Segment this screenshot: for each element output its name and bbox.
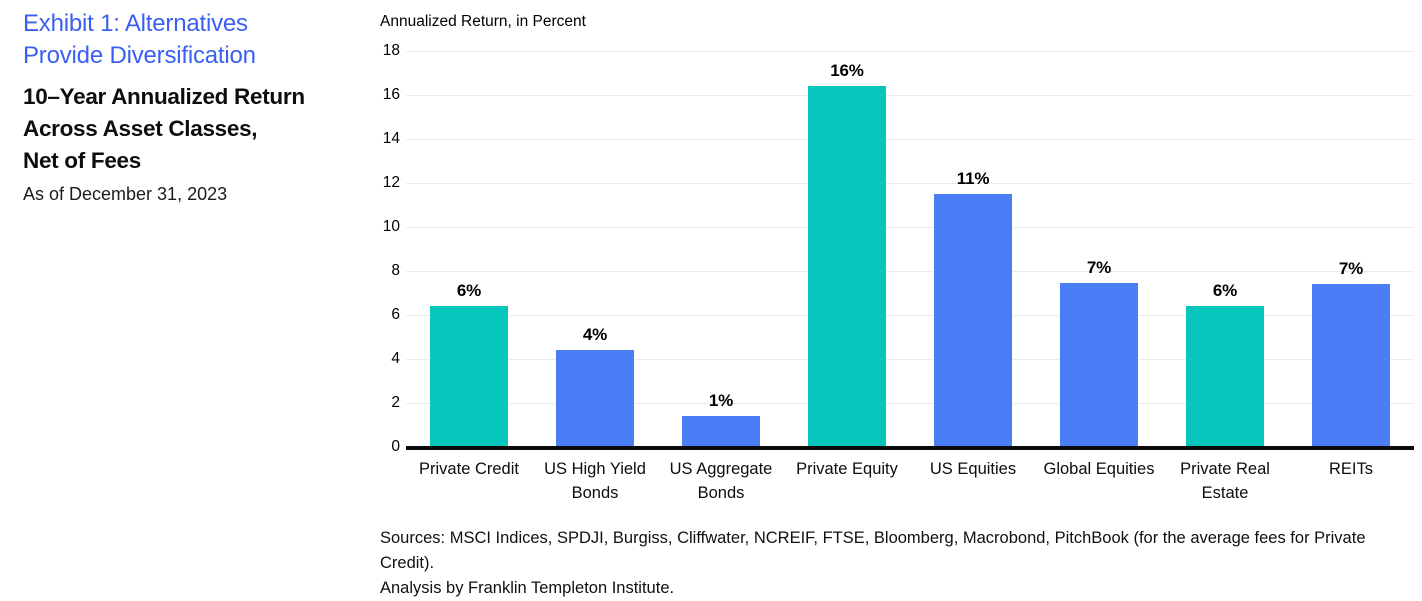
bar-slot-us-aggregate-bonds: 1%: [658, 51, 784, 447]
bar-value-label-private-credit: 6%: [456, 281, 482, 301]
plot-area: 6% 4% 1% 16% 11% 7% 6% 7%: [406, 51, 1414, 450]
exhibit-header: Exhibit 1: Alternatives Provide Diversif…: [23, 8, 353, 207]
gridline-12: [406, 183, 1414, 184]
x-axis-label-reits: REITs: [1328, 460, 1373, 478]
y-axis-title: Annualized Return, in Percent: [380, 13, 586, 30]
bar-slot-private-real-estate: 6%: [1162, 51, 1288, 447]
bar-us-equities: 11%: [934, 169, 1012, 447]
bar-us-high-yield-bonds: 4%: [556, 325, 634, 447]
bar-private-credit: 6%: [430, 281, 508, 447]
bars-container: 6% 4% 1% 16% 11% 7% 6% 7%: [406, 51, 1414, 447]
bar-slot-us-equities: 11%: [910, 51, 1036, 447]
bar-global-equities: 7%: [1060, 258, 1138, 447]
exhibit-title-line-1: Exhibit 1: Alternatives: [23, 10, 248, 37]
bar-slot-us-high-yield-bonds: 4%: [532, 51, 658, 447]
subtitle-line-2: Across Asset Classes,: [23, 116, 258, 141]
y-tick-label-2: 2: [391, 394, 400, 411]
y-tick-label-12: 12: [382, 174, 400, 191]
y-tick-label-4: 4: [391, 350, 400, 367]
x-axis-label-private-equity: Private Equity: [796, 460, 898, 478]
y-tick-label-16: 16: [382, 86, 400, 103]
as-of-date: As of December 31, 2023: [23, 184, 228, 204]
bar-slot-reits: 7%: [1288, 51, 1414, 447]
y-tick-label-0: 0: [391, 438, 400, 455]
bar-private-real-estate: 6%: [1186, 281, 1264, 447]
bar-slot-private-credit: 6%: [406, 51, 532, 447]
gridline-18: [406, 51, 1414, 52]
x-axis-label-us-aggregate-bonds: US Aggregate Bonds: [669, 460, 773, 502]
chart-subtitle: 10–Year Annualized Return Across Asset C…: [23, 81, 353, 177]
y-tick-label-8: 8: [391, 262, 400, 279]
subtitle-line-1: 10–Year Annualized Return: [23, 84, 305, 109]
gridline-2: [406, 403, 1414, 404]
gridline-4: [406, 359, 1414, 360]
x-axis-label-global-equities: Global Equities: [1043, 460, 1155, 478]
sources-note: Sources: MSCI Indices, SPDJI, Burgiss, C…: [380, 526, 1420, 601]
x-axis-label-us-equities: US Equities: [929, 460, 1017, 478]
bar-value-label-us-high-yield-bonds: 4%: [582, 325, 608, 345]
bar-slot-private-equity: 16%: [784, 51, 910, 447]
bar-value-label-private-real-estate: 6%: [1212, 281, 1238, 301]
y-tick-label-10: 10: [382, 218, 400, 235]
gridline-6: [406, 315, 1414, 316]
gridline-10: [406, 227, 1414, 228]
gridline-8: [406, 271, 1414, 272]
x-axis-label-private-credit: Private Credit: [419, 460, 519, 478]
gridline-14: [406, 139, 1414, 140]
bar-value-label-private-equity: 16%: [830, 61, 864, 81]
bar-reits: 7%: [1312, 259, 1390, 447]
bar-us-aggregate-bonds: 1%: [682, 391, 760, 447]
bar-value-label-global-equities: 7%: [1086, 258, 1112, 278]
exhibit-title-line-2: Provide Diversification: [23, 42, 256, 69]
x-axis-labels: Private Credit US High Yield Bonds US Aggr…: [406, 457, 1414, 505]
sources-line-2: Analysis by Franklin Templeton Institute…: [380, 579, 675, 597]
bar-private-equity: 16%: [808, 61, 886, 447]
bar-value-label-us-equities: 11%: [956, 169, 990, 188]
bar-slot-global-equities: 7%: [1036, 51, 1162, 447]
x-axis-line: [406, 446, 1414, 450]
gridline-16: [406, 95, 1414, 96]
x-axis-label-private-real-estate: Private Real Estate: [1180, 460, 1270, 502]
bar-chart: Annualized Return, in Percent 0 2 4 6 8 10 12 1…: [376, 0, 1416, 584]
bar-value-label-reits: 7%: [1338, 259, 1364, 279]
sources-line-1: Sources: MSCI Indices, SPDJI, Burgiss, C…: [380, 529, 1366, 572]
y-tick-label-6: 6: [391, 306, 400, 323]
y-tick-label-14: 14: [382, 130, 400, 147]
y-axis-ticks: 0 2 4 6 8 10 12 14 16 18: [376, 43, 400, 455]
x-axis-label-us-high-yield-bonds: US High Yield Bonds: [544, 460, 646, 502]
y-tick-label-18: 18: [382, 42, 400, 59]
bar-value-label-us-aggregate-bonds: 1%: [708, 391, 734, 411]
subtitle-line-3: Net of Fees: [23, 148, 141, 173]
